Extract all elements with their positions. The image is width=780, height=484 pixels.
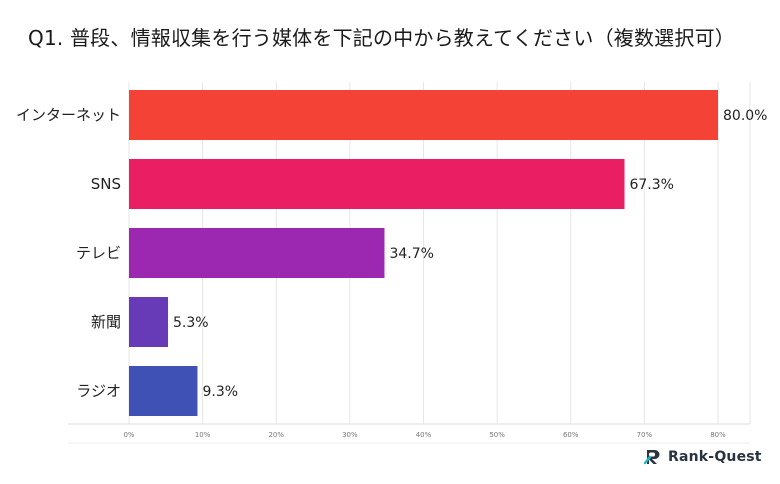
category-label: SNS	[91, 175, 121, 193]
chart-title: Q1. 普段、情報収集を行う媒体を下記の中から教えてください（複数選択可）	[28, 26, 735, 50]
value-label: 5.3%	[173, 315, 209, 331]
x-tick-label: 80%	[710, 431, 726, 439]
bar	[129, 366, 198, 416]
bar	[129, 297, 169, 347]
x-tick-label: 20%	[268, 431, 284, 439]
x-tick-label: 50%	[489, 431, 505, 439]
value-label: 34.7%	[389, 246, 433, 262]
x-tick-labels: 0% 10% 20% 30% 40% 50% 60% 70% 80%	[123, 431, 726, 439]
brand-name: Rank-Quest	[668, 449, 762, 465]
value-label: 9.3%	[202, 384, 238, 400]
x-tick-label: 70%	[637, 431, 653, 439]
x-tick-label: 40%	[416, 431, 432, 439]
bar	[129, 159, 625, 209]
value-label: 80.0%	[723, 108, 767, 124]
category-label: インターネット	[16, 106, 121, 124]
brand-logo: Rank-Quest	[644, 448, 762, 466]
category-label: ラジオ	[76, 382, 121, 400]
bars	[129, 90, 718, 416]
bar	[129, 228, 385, 278]
bar	[129, 90, 718, 140]
x-tick-label: 10%	[195, 431, 211, 439]
x-tick-label: 30%	[342, 431, 358, 439]
category-label: 新聞	[91, 313, 121, 331]
x-tick-label: 60%	[563, 431, 579, 439]
x-tick-label: 0%	[123, 431, 134, 439]
rank-quest-logo-icon	[644, 450, 660, 465]
value-labels: 80.0% 67.3% 34.7% 5.3% 9.3%	[173, 108, 767, 400]
value-label: 67.3%	[629, 177, 673, 193]
category-label: テレビ	[76, 244, 121, 262]
